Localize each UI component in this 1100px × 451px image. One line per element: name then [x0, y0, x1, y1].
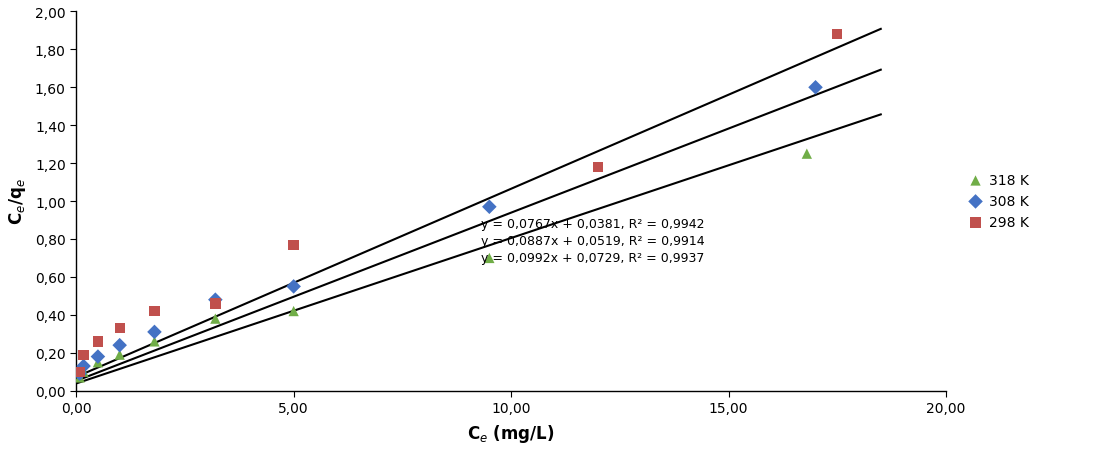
318 K	[70, 374, 88, 381]
308 K	[111, 342, 129, 349]
308 K	[285, 283, 303, 290]
308 K	[806, 84, 824, 92]
308 K	[207, 296, 224, 304]
318 K	[798, 151, 815, 158]
308 K	[145, 329, 163, 336]
Text: y = 0,0992x + 0,0729, R² = 0,9937: y = 0,0992x + 0,0729, R² = 0,9937	[481, 251, 704, 264]
318 K	[89, 359, 107, 366]
Y-axis label: C$_e$/q$_e$: C$_e$/q$_e$	[7, 178, 28, 225]
298 K	[828, 32, 846, 39]
298 K	[111, 325, 129, 332]
Text: y = 0,0887x + 0,0519, R² = 0,9914: y = 0,0887x + 0,0519, R² = 0,9914	[481, 234, 704, 247]
298 K	[590, 164, 607, 171]
318 K	[145, 338, 163, 345]
308 K	[481, 204, 498, 211]
308 K	[75, 363, 92, 370]
308 K	[89, 353, 107, 360]
318 K	[285, 308, 303, 315]
318 K	[207, 315, 224, 322]
298 K	[145, 308, 163, 315]
Legend: 318 K, 308 K, 298 K: 318 K, 308 K, 298 K	[961, 167, 1036, 236]
298 K	[70, 368, 88, 376]
318 K	[111, 351, 129, 359]
298 K	[75, 351, 92, 359]
298 K	[207, 300, 224, 308]
318 K	[481, 255, 498, 262]
318 K	[75, 368, 92, 376]
308 K	[70, 370, 88, 377]
298 K	[285, 242, 303, 249]
X-axis label: C$_e$ (mg/L): C$_e$ (mg/L)	[468, 422, 554, 444]
Text: y = 0,0767x + 0,0381, R² = 0,9942: y = 0,0767x + 0,0381, R² = 0,9942	[481, 217, 704, 230]
298 K	[89, 338, 107, 345]
